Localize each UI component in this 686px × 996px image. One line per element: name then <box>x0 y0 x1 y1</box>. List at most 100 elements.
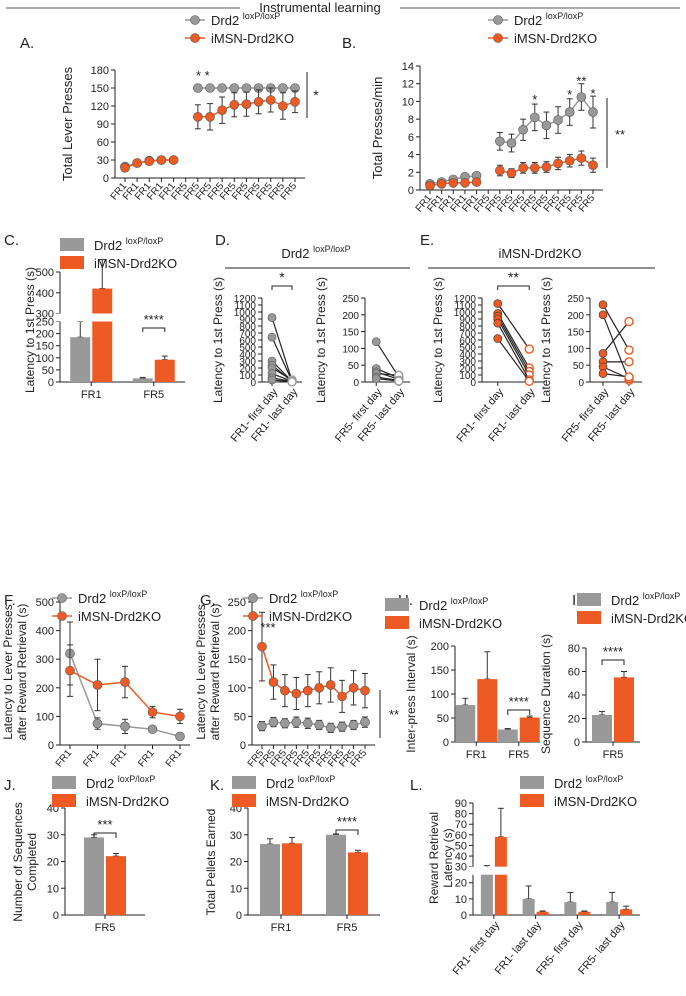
significance-bracket <box>335 829 359 835</box>
bar <box>578 911 591 915</box>
data-point <box>524 376 534 386</box>
x-tick-label: FR5 <box>508 749 529 761</box>
data-point <box>267 332 277 342</box>
legend-swatch <box>232 776 256 789</box>
y-tick-label: 1100 <box>454 301 476 312</box>
data-point <box>325 680 336 690</box>
y-tick-label: 60 <box>97 137 109 149</box>
bar <box>260 844 280 915</box>
y-tick-label: 600 <box>459 336 476 347</box>
significance-bracket <box>507 709 531 715</box>
y-tick-label: 90 <box>97 119 109 131</box>
data-point <box>302 685 313 696</box>
y-tick-label: 100 <box>459 371 476 382</box>
x-tick-label: FR1 <box>54 748 75 770</box>
y-tick-label: 10 <box>402 96 414 108</box>
y-tick-label: 100 <box>36 353 54 365</box>
pair-line <box>497 322 530 381</box>
significance-label: ** <box>615 127 625 142</box>
legend-entry: iMSN-Drd2KO <box>86 794 169 809</box>
data-point <box>518 163 528 173</box>
x-tick-label: FR1 <box>466 749 487 761</box>
legend-entry: Drd2 loxP/loxP <box>554 774 623 791</box>
significance-label: ** <box>508 269 519 285</box>
y-tick-label: 400 <box>36 288 54 300</box>
y-tick-label: 70 <box>455 819 467 831</box>
bar <box>620 909 633 915</box>
data-point <box>493 334 503 343</box>
y-tick-label: 50 <box>573 361 585 372</box>
y-tick-label: 50 <box>437 713 449 725</box>
pair-line <box>497 315 530 372</box>
bar <box>455 705 476 742</box>
data-point <box>471 177 482 187</box>
pair-line <box>497 338 530 382</box>
legend-marker <box>57 611 67 621</box>
y-axis-label: Latency to Lever Presses <box>194 604 208 739</box>
data-point <box>92 718 103 729</box>
bar <box>326 834 346 915</box>
significance-bracket <box>142 327 166 332</box>
data-point <box>257 641 267 652</box>
pair-line <box>497 313 530 369</box>
y-tick-label: 10 <box>455 894 467 906</box>
data-point <box>529 112 540 123</box>
legend-marker <box>248 611 258 621</box>
bar <box>84 837 104 915</box>
legend-swatch <box>577 593 601 606</box>
y-tick-label: 150 <box>36 341 54 353</box>
pair-line <box>602 321 630 354</box>
significance-label: **** <box>509 694 529 709</box>
y-tick-label: 1100 <box>234 301 256 312</box>
data-point <box>360 685 370 696</box>
data-point <box>65 665 75 676</box>
y-tick-label: 700 <box>459 329 476 340</box>
data-point <box>268 717 279 727</box>
bar <box>348 852 368 915</box>
data-point <box>147 724 158 735</box>
bar <box>106 856 126 915</box>
bar <box>132 378 153 382</box>
data-point <box>325 723 336 733</box>
data-point <box>576 92 587 102</box>
series-line <box>261 721 366 729</box>
data-point <box>280 685 290 696</box>
data-point <box>394 376 404 386</box>
y-tick-label: 1200 <box>234 294 257 305</box>
data-point <box>598 300 608 310</box>
legend-entry: iMSN-Drd2KO <box>78 609 161 624</box>
y-tick-label: 0 <box>578 378 584 389</box>
data-point <box>120 677 130 687</box>
panel-label: L. <box>410 777 423 794</box>
y-tick-label: 12 <box>402 79 414 91</box>
panel-label: D. <box>215 232 230 249</box>
y-tick-label: 150 <box>567 328 584 339</box>
x-tick-label: FR1 <box>271 922 292 934</box>
y-axis-label: Completed <box>25 833 39 891</box>
x-tick-label: FR1 <box>109 748 130 770</box>
y-tick-label: 50 <box>455 840 467 852</box>
pair-line <box>271 317 293 381</box>
data-point <box>506 138 517 148</box>
y-tick-label: 700 <box>239 329 256 340</box>
y-tick-label: 0 <box>53 910 59 922</box>
bar <box>497 729 518 742</box>
data-point <box>624 316 634 327</box>
x-tick-label: FR1 <box>81 748 102 770</box>
data-point <box>267 375 277 385</box>
data-point <box>529 163 540 173</box>
pair-line <box>497 318 530 376</box>
y-tick-label: 14 <box>402 61 414 73</box>
y-tick-label: 0 <box>250 378 256 389</box>
legend-swatch <box>60 256 84 269</box>
bar <box>477 679 498 742</box>
pair-line <box>271 336 293 382</box>
x-tick-label: FR5 <box>337 922 358 934</box>
data-point <box>337 691 347 702</box>
y-axis-label: Total Presses/min <box>370 77 385 180</box>
significance-label: ** <box>389 707 399 722</box>
y-tick-label: 200 <box>342 311 359 322</box>
data-point <box>291 717 302 727</box>
significance-bracket <box>93 832 117 838</box>
y-tick-label: 150 <box>431 665 449 677</box>
